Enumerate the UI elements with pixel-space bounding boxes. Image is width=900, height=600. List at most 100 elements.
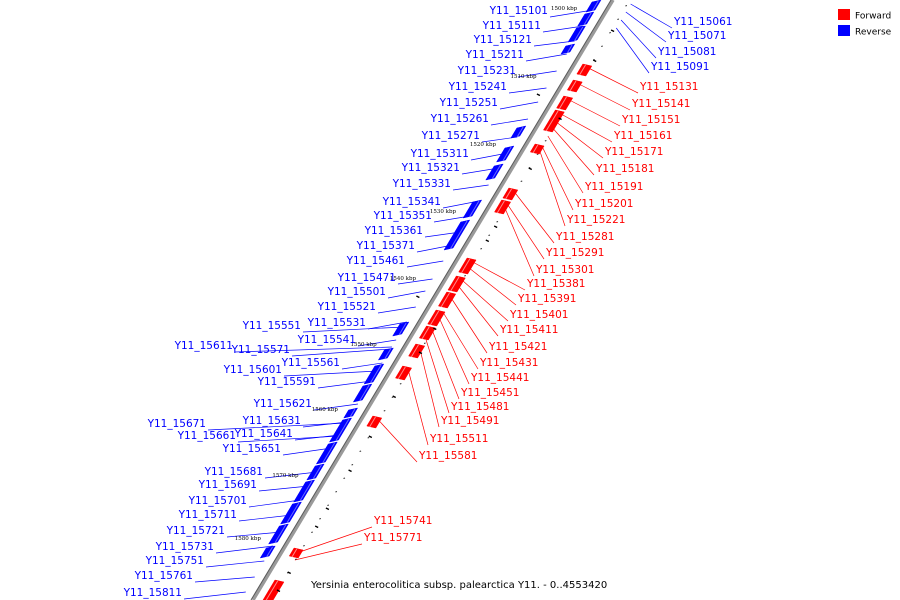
gene-label: Y11_15761 xyxy=(134,570,193,582)
gene-label: Y11_15671 xyxy=(147,418,206,430)
forward-gene-block xyxy=(494,199,512,215)
gene-highlight xyxy=(569,80,577,92)
gene-label: Y11_15281 xyxy=(555,231,614,243)
gene-label: Y11_15551 xyxy=(242,320,301,332)
gene-label: Y11_15711 xyxy=(178,509,237,521)
gene-label: Y11_15121 xyxy=(473,34,532,46)
gene-label: Y11_15061 xyxy=(673,16,732,28)
gene-label: Y11_15731 xyxy=(155,541,214,553)
leader-line xyxy=(490,118,529,126)
gene-highlight xyxy=(421,326,430,340)
gene-label: Y11_15411 xyxy=(499,324,558,336)
tick-mark xyxy=(601,45,603,47)
tick-mark xyxy=(617,18,620,20)
gene-label: Y11_15381 xyxy=(526,278,585,290)
gene-label: Y11_15561 xyxy=(281,357,340,369)
tick-mark xyxy=(520,180,523,182)
leader-line xyxy=(533,40,575,47)
gene-label: Y11_15161 xyxy=(613,130,672,142)
gene-highlight xyxy=(312,464,322,480)
tick-mark xyxy=(480,248,483,250)
leader-line xyxy=(367,321,407,330)
gene-label: Y11_15461 xyxy=(346,255,405,267)
tick-mark xyxy=(319,518,321,520)
gene-label: Y11_15231 xyxy=(457,65,516,77)
gene-highlight xyxy=(558,96,567,110)
leader-line xyxy=(302,326,404,333)
leader-line xyxy=(620,19,657,59)
leader-line xyxy=(283,370,378,377)
legend-forward-swatch xyxy=(838,9,850,20)
gene-highlight xyxy=(583,12,592,26)
gene-label: Y11_15081 xyxy=(657,46,716,58)
tick-mark xyxy=(423,342,426,344)
leader-line xyxy=(194,576,255,583)
leader-line xyxy=(205,560,265,568)
tick-mark xyxy=(496,221,499,223)
gene-label: Y11_15441 xyxy=(470,372,529,384)
tick-mark xyxy=(544,140,547,142)
gene-highlight xyxy=(397,366,406,380)
gene-features xyxy=(259,0,615,600)
leader-line xyxy=(291,348,391,357)
gene-highlight xyxy=(468,200,480,218)
gene-highlight xyxy=(410,344,419,358)
reverse-gene-block xyxy=(567,25,586,43)
reverse-gene-block xyxy=(259,545,276,559)
small-feature-mark xyxy=(528,167,533,171)
gene-label: Y11_15621 xyxy=(253,398,312,410)
leader-line xyxy=(458,285,499,337)
gene-label: Y11_15691 xyxy=(198,479,257,491)
tick-label: 1530 kbp xyxy=(430,209,457,215)
gene-label: Y11_15101 xyxy=(489,5,548,17)
gene-label: Y11_15721 xyxy=(166,525,225,537)
legend-reverse-swatch xyxy=(838,25,850,36)
gene-label: Y11_15511 xyxy=(429,433,488,445)
leader-line xyxy=(294,543,363,561)
tick-label: 1570 kbp xyxy=(272,473,299,479)
gene-highlight xyxy=(398,322,407,336)
leader-line xyxy=(226,531,282,538)
gene-highlight xyxy=(591,0,599,12)
gene-highlight xyxy=(299,480,313,502)
leader-line xyxy=(560,113,613,143)
gene-label: Y11_15391 xyxy=(517,293,576,305)
small-feature-mark xyxy=(592,59,597,63)
small-feature-mark xyxy=(432,327,437,331)
leader-line xyxy=(442,311,479,370)
gene-label: Y11_15291 xyxy=(545,247,604,259)
gene-highlight xyxy=(429,310,440,326)
gene-label: Y11_15811 xyxy=(123,587,182,599)
legend-reverse-label: Reverse xyxy=(855,28,892,38)
gene-label: Y11_15211 xyxy=(465,49,524,61)
gene-label: Y11_15221 xyxy=(566,214,625,226)
leader-line xyxy=(387,290,426,299)
gene-highlight xyxy=(491,164,501,180)
small-feature-mark xyxy=(276,589,281,593)
tick-mark xyxy=(609,32,611,34)
small-feature-mark xyxy=(536,93,541,97)
gene-highlight xyxy=(274,524,287,544)
forward-gene-block xyxy=(566,79,583,93)
tick-mark xyxy=(625,5,628,7)
gene-label: Y11_15351 xyxy=(373,210,432,222)
leader-line xyxy=(514,191,555,244)
reverse-gene-block xyxy=(485,163,504,181)
gene-highlight xyxy=(574,26,584,42)
gene-highlight xyxy=(579,64,586,76)
gene-label: Y11_15571 xyxy=(231,344,290,356)
tick-mark xyxy=(367,437,370,439)
leader-line xyxy=(183,591,246,600)
gene-label: Y11_15271 xyxy=(421,130,480,142)
reverse-gene-block xyxy=(363,363,385,385)
leader-line xyxy=(472,261,526,291)
tick-mark xyxy=(295,558,297,560)
gene-label: Y11_15301 xyxy=(535,264,594,276)
leader-line xyxy=(438,317,470,385)
gene-highlight xyxy=(496,200,505,214)
tick-label: 1540 kbp xyxy=(390,276,417,282)
forward-gene-block xyxy=(576,63,593,77)
leader-line xyxy=(207,422,347,431)
legend: Forward Reverse xyxy=(838,9,892,38)
